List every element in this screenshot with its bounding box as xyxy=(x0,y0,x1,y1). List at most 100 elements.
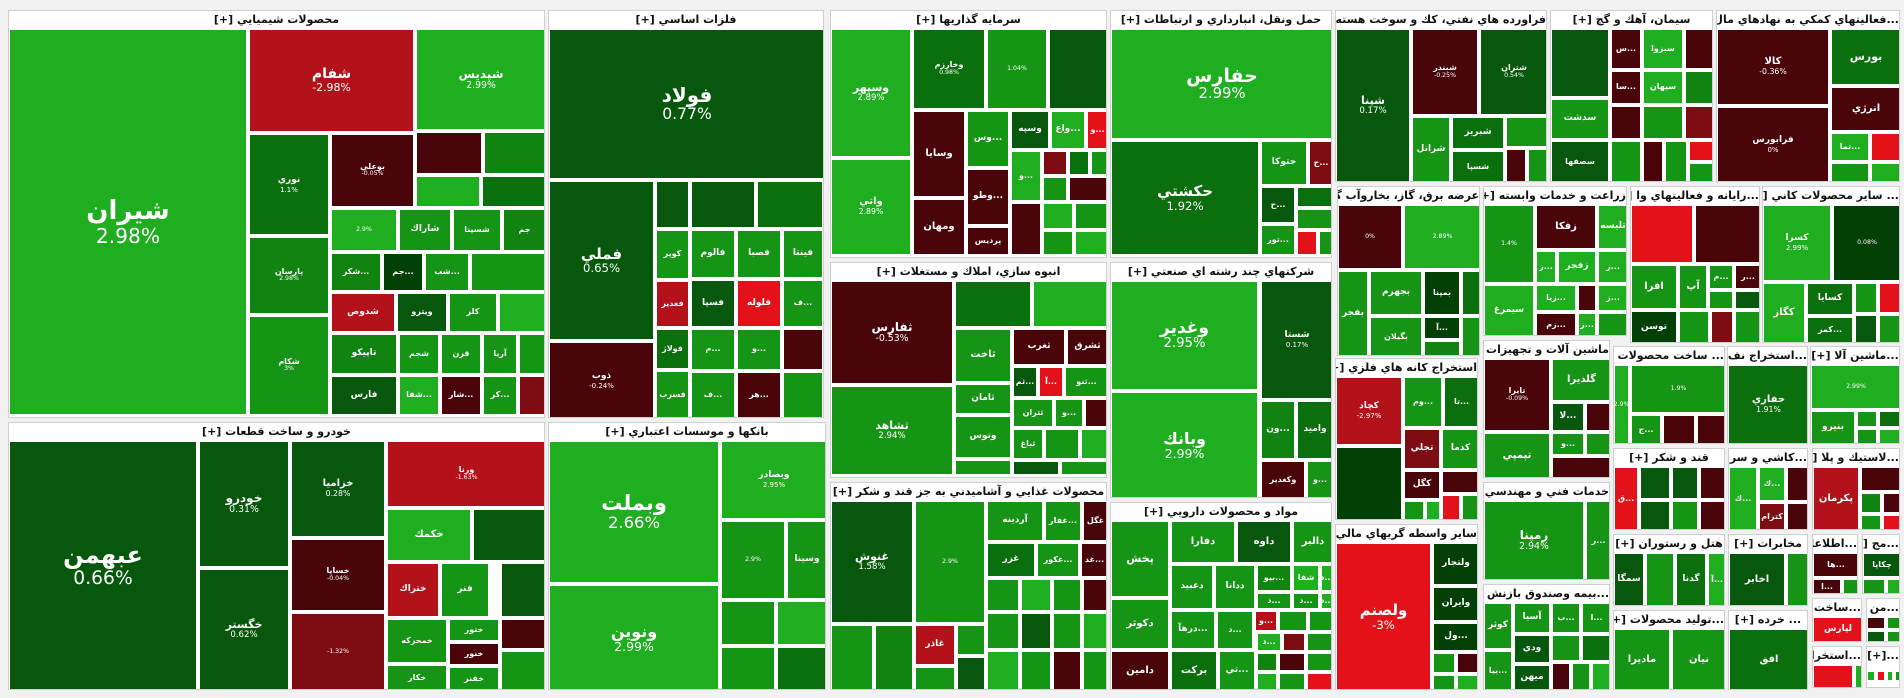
treemap-tile[interactable]: بفجر xyxy=(1338,271,1368,355)
treemap-tile[interactable] xyxy=(1053,651,1081,689)
treemap-tile[interactable]: ...ق xyxy=(1614,467,1638,529)
treemap-tile[interactable]: بگيلان xyxy=(1370,317,1422,355)
treemap-tile[interactable] xyxy=(1879,283,1899,313)
treemap-tile[interactable]: آريا xyxy=(483,334,517,374)
treemap-tile[interactable] xyxy=(831,625,873,689)
treemap-tile[interactable]: ...ح xyxy=(1261,187,1295,223)
treemap-tile[interactable] xyxy=(1404,501,1424,519)
treemap-tile[interactable] xyxy=(1855,315,1877,342)
treemap-tile[interactable]: ...ر xyxy=(1735,265,1759,289)
treemap-tile[interactable] xyxy=(1442,495,1460,519)
treemap-tile[interactable]: ...ز xyxy=(1536,251,1556,283)
treemap-tile[interactable]: كسرا 2.99% xyxy=(1763,205,1831,281)
treemap-tile[interactable]: كلر xyxy=(449,293,497,332)
treemap-tile[interactable] xyxy=(1433,653,1455,673)
treemap-tile[interactable] xyxy=(1685,29,1712,69)
sector-title[interactable]: انبوه سازي، املاك و مستغلات [+] xyxy=(831,263,1106,281)
treemap-tile[interactable]: كچاد -2.97% xyxy=(1336,377,1402,445)
treemap-tile[interactable]: ...وم xyxy=(1404,377,1442,427)
treemap-tile[interactable]: افق xyxy=(1729,629,1807,689)
treemap-tile[interactable]: فصبا xyxy=(737,230,781,278)
treemap-tile[interactable]: ثفارس -0.53% xyxy=(831,281,953,384)
treemap-tile[interactable]: داوه xyxy=(1237,521,1291,563)
treemap-tile[interactable]: خساپا -0.04% xyxy=(291,539,385,611)
treemap-tile[interactable] xyxy=(1083,579,1106,611)
treemap-tile[interactable] xyxy=(987,579,1019,611)
treemap-tile[interactable]: سمگا xyxy=(1614,553,1644,605)
treemap-tile[interactable]: ...شفا xyxy=(399,376,439,415)
treemap-tile[interactable]: 2.9% xyxy=(721,521,785,599)
treemap-tile[interactable]: وبانك 2.99% xyxy=(1111,392,1258,497)
treemap-tile[interactable]: ...س xyxy=(1611,29,1641,69)
treemap-tile[interactable] xyxy=(1855,283,1877,313)
treemap-tile[interactable] xyxy=(1735,311,1759,342)
treemap-tile[interactable]: واميد xyxy=(1297,401,1331,459)
treemap-tile[interactable]: انرژي xyxy=(1831,87,1899,131)
treemap-tile[interactable]: غگل xyxy=(1083,501,1106,541)
treemap-tile[interactable] xyxy=(1787,553,1807,605)
treemap-tile[interactable] xyxy=(1442,471,1477,493)
treemap-tile[interactable] xyxy=(1021,579,1051,611)
treemap-tile[interactable] xyxy=(1867,631,1885,641)
treemap-tile[interactable] xyxy=(473,509,544,561)
treemap-tile[interactable] xyxy=(1598,313,1626,335)
sector-title[interactable]: ...بيمه وصندوق بازنش [+] xyxy=(1484,585,1609,603)
treemap-tile[interactable] xyxy=(1279,653,1305,671)
treemap-tile[interactable] xyxy=(1883,493,1899,513)
treemap-tile[interactable]: شفام -2.98% xyxy=(249,29,414,132)
treemap-tile[interactable] xyxy=(1689,141,1712,161)
treemap-tile[interactable]: سيمرغ xyxy=(1484,285,1534,335)
treemap-tile[interactable]: عبهمن 0.66% xyxy=(9,441,197,689)
treemap-tile[interactable]: نوري 1.1% xyxy=(249,134,329,235)
treemap-tile[interactable]: وسينا xyxy=(787,521,825,599)
treemap-tile[interactable]: پرديس xyxy=(967,227,1009,255)
treemap-tile[interactable]: ...ف xyxy=(691,372,735,417)
treemap-tile[interactable]: تليسه xyxy=(1598,205,1626,249)
treemap-tile[interactable]: 2.9% xyxy=(331,209,397,251)
treemap-tile[interactable]: چكاپا xyxy=(1863,553,1899,577)
sector-title[interactable]: ...ماشين آلا [+] xyxy=(1811,347,1899,365)
treemap-tile[interactable] xyxy=(519,334,544,374)
treemap-tile[interactable]: سصفها xyxy=(1551,141,1609,181)
treemap-tile[interactable] xyxy=(1879,315,1899,342)
treemap-tile[interactable] xyxy=(1424,341,1460,355)
sector-title[interactable]: ...توليد محصولات [+] xyxy=(1614,611,1724,629)
treemap-tile[interactable]: تپمپي xyxy=(1484,433,1550,477)
treemap-tile[interactable] xyxy=(471,253,544,291)
treemap-tile[interactable]: ...ون xyxy=(1261,401,1295,459)
sector-title[interactable]: محصولات غذايي و آشاميدني به جز قند و شكر… xyxy=(831,483,1106,501)
treemap-tile[interactable]: ...شار xyxy=(441,376,481,415)
treemap-tile[interactable] xyxy=(1075,203,1106,229)
treemap-tile[interactable] xyxy=(1049,29,1106,109)
treemap-tile[interactable] xyxy=(1043,231,1073,255)
treemap-tile[interactable]: 1.04% xyxy=(987,29,1047,109)
treemap-tile[interactable]: فنر xyxy=(441,563,489,617)
treemap-tile[interactable]: ...ج xyxy=(1631,415,1661,443)
treemap-tile[interactable]: بوعلي -0.05% xyxy=(331,134,414,207)
treemap-tile[interactable]: پارسان 2.98% xyxy=(249,237,329,314)
treemap-tile[interactable]: وايران xyxy=(1433,587,1477,621)
treemap-tile[interactable] xyxy=(1319,231,1331,255)
treemap-tile[interactable]: ...واع xyxy=(1051,111,1085,149)
sector-title[interactable]: فلزات اساسي [+] xyxy=(549,11,823,29)
treemap-tile[interactable]: بركت xyxy=(1171,651,1217,689)
treemap-tile[interactable]: ...ك xyxy=(1759,467,1785,501)
treemap-tile[interactable]: ...تا xyxy=(1444,377,1477,427)
treemap-tile[interactable] xyxy=(1069,177,1106,201)
treemap-tile[interactable] xyxy=(1861,515,1881,529)
treemap-tile[interactable] xyxy=(484,132,544,174)
treemap-tile[interactable] xyxy=(691,181,755,228)
treemap-tile[interactable]: ...آ xyxy=(1039,367,1063,397)
treemap-tile[interactable] xyxy=(501,619,544,649)
treemap-tile[interactable] xyxy=(1640,501,1670,529)
treemap-tile[interactable]: ولتجار xyxy=(1433,543,1477,585)
treemap-tile[interactable] xyxy=(1877,671,1885,681)
treemap-tile[interactable]: وبملت 2.66% xyxy=(549,441,719,583)
treemap-tile[interactable]: شسپا xyxy=(1452,151,1504,181)
treemap-tile[interactable]: زفجر xyxy=(1558,251,1596,283)
treemap-tile[interactable] xyxy=(499,293,544,332)
sector-title[interactable]: ...رايانه و فعاليتهاي وا [+] xyxy=(1631,187,1759,205)
treemap-tile[interactable]: ...تي xyxy=(1219,651,1255,689)
treemap-tile[interactable]: اخابر xyxy=(1729,553,1785,605)
treemap-tile[interactable] xyxy=(1506,149,1526,181)
